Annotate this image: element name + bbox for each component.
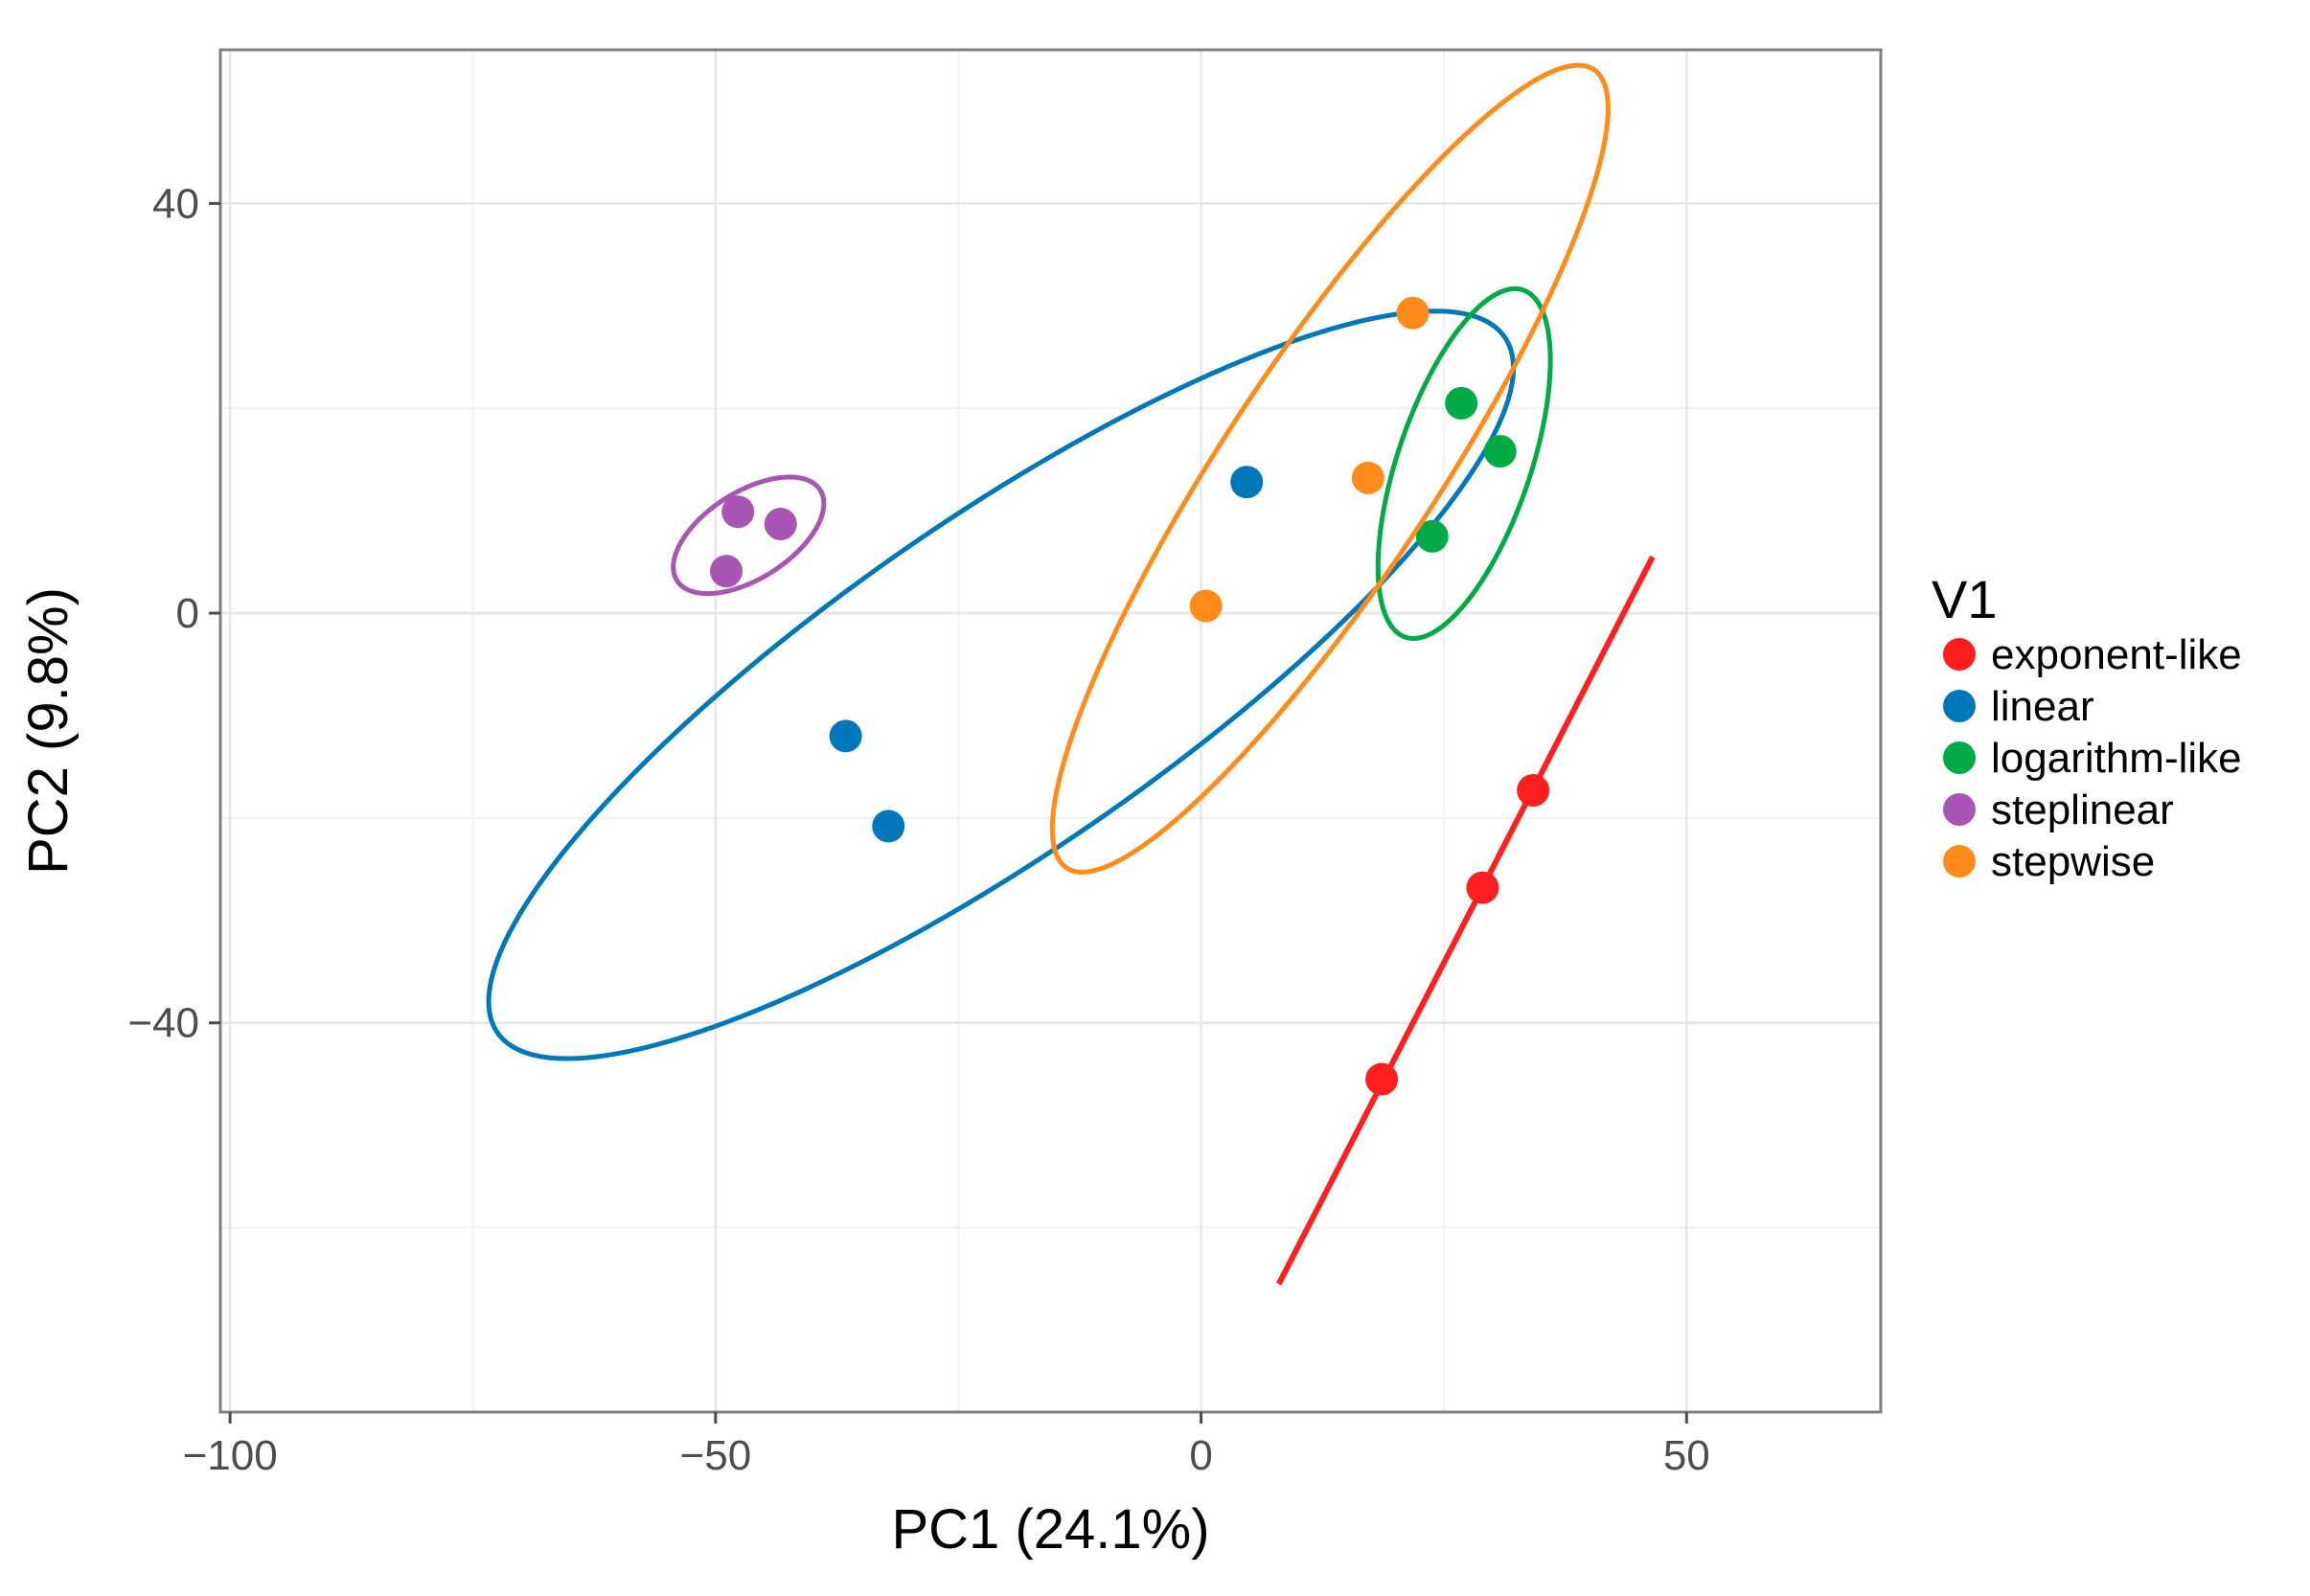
legend-title: V1 — [1932, 569, 1998, 629]
data-point-linear — [829, 719, 862, 753]
legend-label-logarithm-like: logarithm-like — [1991, 735, 2242, 782]
legend-key-logarithm-like — [1943, 741, 1976, 774]
y-tick-label: 40 — [152, 180, 199, 227]
series-logarithm-like — [1375, 285, 1553, 641]
confidence-ellipse-stepwise — [1049, 62, 1611, 875]
y-tick-label: 0 — [176, 590, 199, 637]
legend-key-linear — [1943, 690, 1976, 722]
data-point-stepwise — [1396, 296, 1429, 330]
y-axis-title: PC2 (9.8%) — [17, 587, 80, 875]
data-point-logarithm-like — [1445, 386, 1478, 420]
legend: V1 exponent-like linear logarithm-like step… — [1932, 569, 2242, 885]
plot-grid — [220, 50, 1881, 1412]
data-point-exponent-like — [1365, 1062, 1399, 1096]
x-tick-label: 50 — [1663, 1432, 1710, 1479]
legend-label-steplinear: steplinear — [1991, 787, 2174, 833]
legend-label-linear: linear — [1991, 683, 2094, 730]
data-point-steplinear — [764, 508, 797, 541]
data-point-exponent-like — [1517, 774, 1550, 808]
axes: −100 −50 0 50 −40 0 40 — [127, 180, 1709, 1479]
legend-label-stepwise: stepwise — [1991, 838, 2155, 885]
y-tick-label: −40 — [127, 1000, 199, 1047]
data-point-logarithm-like — [1483, 435, 1517, 468]
series-linear — [486, 308, 1517, 1061]
series-stepwise — [1049, 62, 1611, 875]
series-steplinear — [671, 474, 827, 597]
series-exponent-like — [1275, 555, 1656, 1286]
data-point-stepwise — [1351, 461, 1384, 494]
legend-key-steplinear — [1943, 793, 1976, 826]
legend-key-stepwise — [1943, 845, 1976, 878]
data-point-exponent-like — [1466, 871, 1499, 904]
x-axis-title: PC1 (24.1%) — [891, 1498, 1209, 1561]
data-point-steplinear — [710, 555, 743, 588]
data-point-linear — [1230, 466, 1264, 499]
legend-key-exponent-like — [1943, 638, 1976, 671]
confidence-ellipse-steplinear — [671, 474, 827, 597]
data-point-stepwise — [1189, 589, 1223, 623]
plot-marks — [486, 62, 1656, 1286]
plot-panel-border — [218, 48, 1883, 1414]
x-tick-label: −50 — [680, 1432, 752, 1479]
fit-line-exponent-like — [1275, 555, 1656, 1286]
data-point-linear — [872, 809, 905, 843]
x-tick-label: −100 — [183, 1432, 278, 1479]
confidence-ellipse-linear — [486, 308, 1517, 1061]
legend-label-exponent-like: exponent-like — [1991, 631, 2242, 678]
data-point-steplinear — [721, 495, 755, 529]
confidence-ellipse-logarithm-like — [1375, 285, 1553, 641]
x-tick-label: 0 — [1189, 1432, 1212, 1479]
data-point-logarithm-like — [1415, 519, 1449, 553]
